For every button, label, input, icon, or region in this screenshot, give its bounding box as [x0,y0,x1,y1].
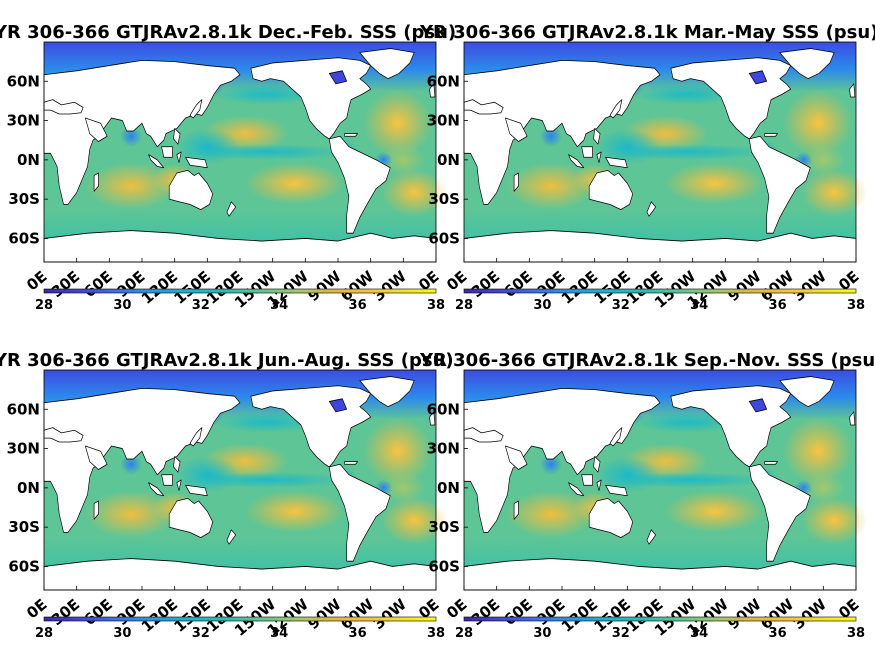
colorbar-tick-label: 36 [769,626,787,641]
colorbar-tick-label: 30 [113,626,131,641]
colorbar-tick-label: 28 [455,298,473,313]
sss-map-image [43,369,448,591]
lat-tick-label: 60S [8,229,40,247]
colorbar-tick-label: 32 [192,298,210,313]
lon-tick-label: 120E [138,595,181,636]
colorbar-tick-label: 32 [612,626,630,641]
sss-map-image [463,369,868,591]
lat-tick-label: 30N [7,112,40,130]
lon-tick-label: 60E [80,595,115,629]
lon-tick-label: 30W [370,267,411,305]
colorbar-tick-label: 28 [35,626,53,641]
lon-tick-label: 30W [370,595,411,633]
colorbar-tick-label: 36 [349,626,367,641]
colorbar-tick-label: 38 [847,626,865,641]
lon-tick-label: 30E [48,267,83,301]
lon-tick-label: 90W [304,595,345,633]
colorbar-tick-label: 28 [455,626,473,641]
colorbar-tick-label: 32 [612,298,630,313]
colorbar-tick-label: 30 [533,298,551,313]
colorbar [43,288,437,294]
sss-map-image [463,41,868,263]
lon-tick-label: 90W [724,595,765,633]
lat-tick-label: 30S [8,190,40,208]
lat-tick-label: 30S [8,518,40,536]
lat-tick-label: 30S [428,518,460,536]
lon-tick-label: 90W [304,267,345,305]
lon-tick-label: 30E [468,595,503,629]
sss-field [463,369,868,591]
map-panel-jja: YR 306-366 GTJRAv2.8.1k Jun.-Aug. SSS (p… [0,350,454,641]
map-panel-son: YR 306-366 GTJRAv2.8.1k Sep.-Nov. SSS (p… [419,350,875,641]
panel-title: YR 306-366 GTJRAv2.8.1k Mar.-May SSS (ps… [419,22,875,43]
colorbar-tick-label: 36 [769,298,787,313]
colorbar-tick-label: 28 [35,298,53,313]
lat-tick-label: 0N [437,151,460,169]
colorbar [463,288,857,294]
lon-tick-label: 120E [558,595,601,636]
colorbar-tick-label: 38 [427,626,445,641]
colorbar-tick-label: 32 [192,626,210,641]
colorbar-tick-label: 36 [349,298,367,313]
colorbar-tick-label: 30 [533,626,551,641]
sss-field [463,41,868,263]
lat-tick-label: 30S [428,190,460,208]
colorbar-tick-label: 34 [690,626,708,641]
lon-tick-label: 120E [138,267,181,308]
lon-tick-label: 30W [790,267,831,305]
lat-tick-label: 0N [437,479,460,497]
lat-tick-label: 60N [427,400,460,418]
lat-tick-label: 30N [427,440,460,458]
map-panel-mam: YR 306-366 GTJRAv2.8.1k Mar.-May SSS (ps… [419,22,875,313]
lon-tick-label: 90W [724,267,765,305]
map-panel-djf: YR 306-366 GTJRAv2.8.1k Dec.-Feb. SSS (p… [0,22,456,313]
colorbar [463,616,857,622]
lon-tick-label: 60E [500,595,535,629]
lat-tick-label: 60S [428,229,460,247]
panel-title: YR 306-366 GTJRAv2.8.1k Jun.-Aug. SSS (p… [0,350,454,371]
lon-tick-label: 60E [500,267,535,301]
colorbar-tick-label: 34 [690,298,708,313]
colorbar-tick-label: 34 [270,626,288,641]
panel-title: YR 306-366 GTJRAv2.8.1k Sep.-Nov. SSS (p… [419,350,875,371]
colorbar-tick-label: 30 [113,298,131,313]
lat-tick-label: 0N [17,479,40,497]
sss-map-image [43,41,448,263]
colorbar-tick-label: 38 [847,298,865,313]
colorbar [43,616,437,622]
lon-tick-label: 30E [468,267,503,301]
panel-title: YR 306-366 GTJRAv2.8.1k Dec.-Feb. SSS (p… [0,22,456,43]
lat-tick-label: 60N [427,72,460,90]
colorbar-tick-label: 38 [427,298,445,313]
lon-tick-label: 120E [558,267,601,308]
lat-tick-label: 30N [7,440,40,458]
sss-field [43,369,448,591]
lon-tick-label: 30W [790,595,831,633]
lon-tick-label: 30E [48,595,83,629]
lat-tick-label: 60N [7,400,40,418]
lat-tick-label: 30N [427,112,460,130]
lat-tick-label: 60N [7,72,40,90]
colorbar-tick-label: 34 [270,298,288,313]
lat-tick-label: 60S [8,557,40,575]
lat-tick-label: 60S [428,557,460,575]
lon-tick-label: 60E [80,267,115,301]
lat-tick-label: 0N [17,151,40,169]
sss-field [43,41,448,263]
